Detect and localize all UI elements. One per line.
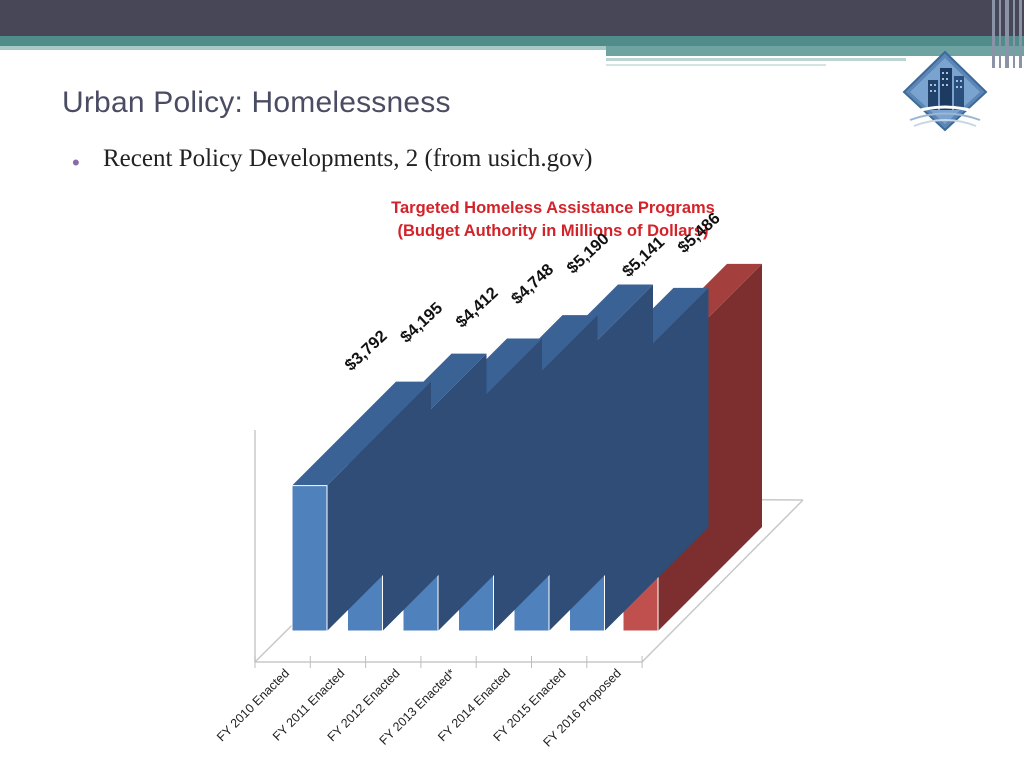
header-vertical-stripes [990, 0, 1024, 68]
value-label: $4,412 [452, 284, 501, 332]
value-label: $4,195 [397, 299, 446, 347]
chart-title: Targeted Homeless Assistance Programs [391, 199, 715, 217]
value-label: $3,792 [341, 327, 390, 375]
bar-front [291, 485, 328, 632]
bar-side [382, 353, 487, 631]
header-accent-line-right-thin [606, 64, 826, 66]
slide-title: Urban Policy: Homelessness [62, 86, 451, 119]
floor-right-edge [641, 499, 804, 663]
bullet-text: Recent Policy Developments, 2 (from usic… [103, 145, 593, 172]
chart-title-block: Targeted Homeless Assistance Programs (B… [330, 197, 776, 243]
chart-subtitle: (Budget Authority in Millions of Dollars… [397, 222, 709, 240]
value-label: $4,748 [508, 261, 557, 309]
header-accent-line-right [606, 58, 906, 61]
bar-1 [291, 381, 431, 632]
header-accent-band [0, 36, 1024, 46]
value-label: $5,486 [674, 209, 723, 257]
chart-bars [291, 263, 762, 632]
city-logo-icon [902, 50, 988, 132]
value-label: $5,190 [563, 230, 612, 278]
bar-side [438, 338, 542, 631]
header-accent-band-right [606, 46, 1024, 56]
bar-side [327, 381, 431, 631]
header-accent-line [0, 46, 606, 50]
bullet-marker: • [72, 150, 80, 175]
value-label: $5,141 [619, 233, 668, 281]
bar-top [292, 381, 431, 486]
header-bar [0, 0, 1024, 36]
